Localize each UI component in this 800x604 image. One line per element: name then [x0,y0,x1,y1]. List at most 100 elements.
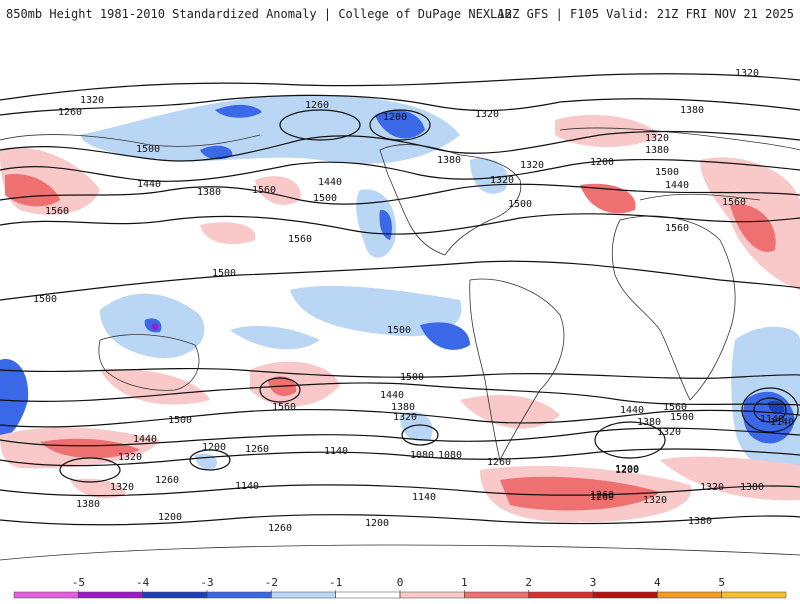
negative-anomaly-region [420,322,470,350]
contour-label: 1260 [155,475,179,486]
contour-label: 1260 [590,492,614,503]
negative-anomaly-region [400,411,433,442]
contour-label: 1500 [136,144,160,155]
contour-label: 1200 [590,157,614,168]
contour-label: 1320 [80,95,104,106]
contour-label: 1320 [700,482,724,493]
contour-label: 1380 [637,417,661,428]
model-valid-time: 12Z GFS | F105 Valid: 21Z FRI NOV 21 202… [497,7,794,21]
negative-anomaly-region [375,110,425,139]
colorbar-tick-label: 3 [590,576,597,589]
antarctica-outline [0,544,800,561]
contour-label: 1440 [318,177,342,188]
contour-label: 1200 [615,464,639,475]
colorbar-ticks: -5 -4 -3 -2 -1 0 1 2 3 4 5 [72,576,725,598]
colorbar: -5 -4 -3 -2 -1 0 1 2 3 4 5 [0,572,800,600]
contour-label: 1500 [508,199,532,210]
contour-label: 1320 [735,68,759,79]
colorbar-segment [13,591,79,599]
contour-label: 1320 [110,482,134,493]
colorbar-segment [335,591,401,599]
contour-label: 1260 [590,490,614,501]
positive-anomaly-region [660,456,800,501]
colorbar-segment [271,591,336,599]
contour-label: 1260 [58,107,82,118]
contour-label: 1320 [657,427,681,438]
colorbar-segment [78,591,143,599]
contour-label: 1320 [475,109,499,120]
contour-label: 1380 [740,482,764,493]
contour-label: 1260 [487,457,511,468]
colorbar-tick-label: 2 [525,576,532,589]
contour-label: 1440 [620,405,644,416]
contour-label: 1560 [663,402,687,413]
colorbar-segments [13,591,787,599]
continent-outlines [0,127,800,561]
contour-label: 1140 [412,492,436,503]
contour-label: 1260 [268,523,292,534]
colorbar-segment [721,591,787,599]
contour-label: 1560 [252,185,276,196]
australia-outline [98,334,200,391]
contour-label: 1200 [383,112,407,123]
colorbar-segment [399,591,465,599]
colorbar-tick-label: -5 [72,576,85,589]
positive-anomaly-region [580,183,636,214]
contour-label: 1500 [313,193,337,204]
positive-anomaly-region [555,115,660,148]
contour-label: 1260 [305,100,329,111]
contour-label-layer: 1320 1260 1500 1560 1440 1380 1200 1140 … [33,68,794,534]
colorbar-tick-label: 5 [718,576,725,589]
contour-label: 1380 [645,145,669,156]
contour-label: 1320 [393,412,417,423]
contour-label: 1320 [520,160,544,171]
contour-label: 1440 [137,179,161,190]
positive-anomaly-region [70,478,126,499]
positive-anomaly-region [200,222,256,245]
contour-label: 1500 [33,294,57,305]
positive-anomaly-region [730,204,776,252]
contour-label: 1560 [45,206,69,217]
colorbar-tick-label: -1 [329,576,342,589]
colorbar-tick-label: 0 [397,576,404,589]
colorbar-tick-label: 4 [654,576,661,589]
contour-label: 1260 [245,444,269,455]
negative-anomaly-region [230,325,320,350]
contour-label: 1380 [688,516,712,527]
contour-label: 1500 [400,372,424,383]
positive-anomaly-region [40,438,140,459]
negative-anomaly-region [0,359,29,440]
colorbar-segment [464,591,529,599]
contour-label: 1500 [168,415,192,426]
contour-label: 1440 [133,434,157,445]
height-contours [0,73,800,526]
colorbar-segment [206,591,272,599]
negative-anomaly-region [215,104,262,118]
anomaly-map: 1320 1260 1500 1560 1440 1380 1200 1140 … [0,40,800,580]
contour-label: 1140 [770,417,794,428]
contour-label: 1500 [212,268,236,279]
contour-label: 1200 [365,518,389,529]
africa-outline [611,215,736,401]
colorbar-segment [592,591,658,599]
positive-anomaly-region [500,476,660,511]
colorbar-tick-label: -3 [200,576,213,589]
contour-label: 1560 [272,402,296,413]
negative-anomaly-region [356,189,396,258]
colorbar-segment [142,591,208,599]
contour-label: 1500 [670,412,694,423]
contour-label: 1320 [490,175,514,186]
eurasia-outline [0,127,800,201]
contour-label: 1320 [645,133,669,144]
contour-label: 1320 [643,495,667,506]
contour-label: 1380 [197,187,221,198]
contour-label: 1080 [438,450,462,461]
contour-label: 1560 [288,234,312,245]
colorbar-segment [657,591,722,599]
positive-anomaly-region [460,395,560,429]
colorbar-segment [528,591,594,599]
contour-label: 1560 [665,223,689,234]
contour-label: 1500 [655,167,679,178]
contour-label: 1140 [235,481,259,492]
contour-label: 1440 [665,180,689,191]
